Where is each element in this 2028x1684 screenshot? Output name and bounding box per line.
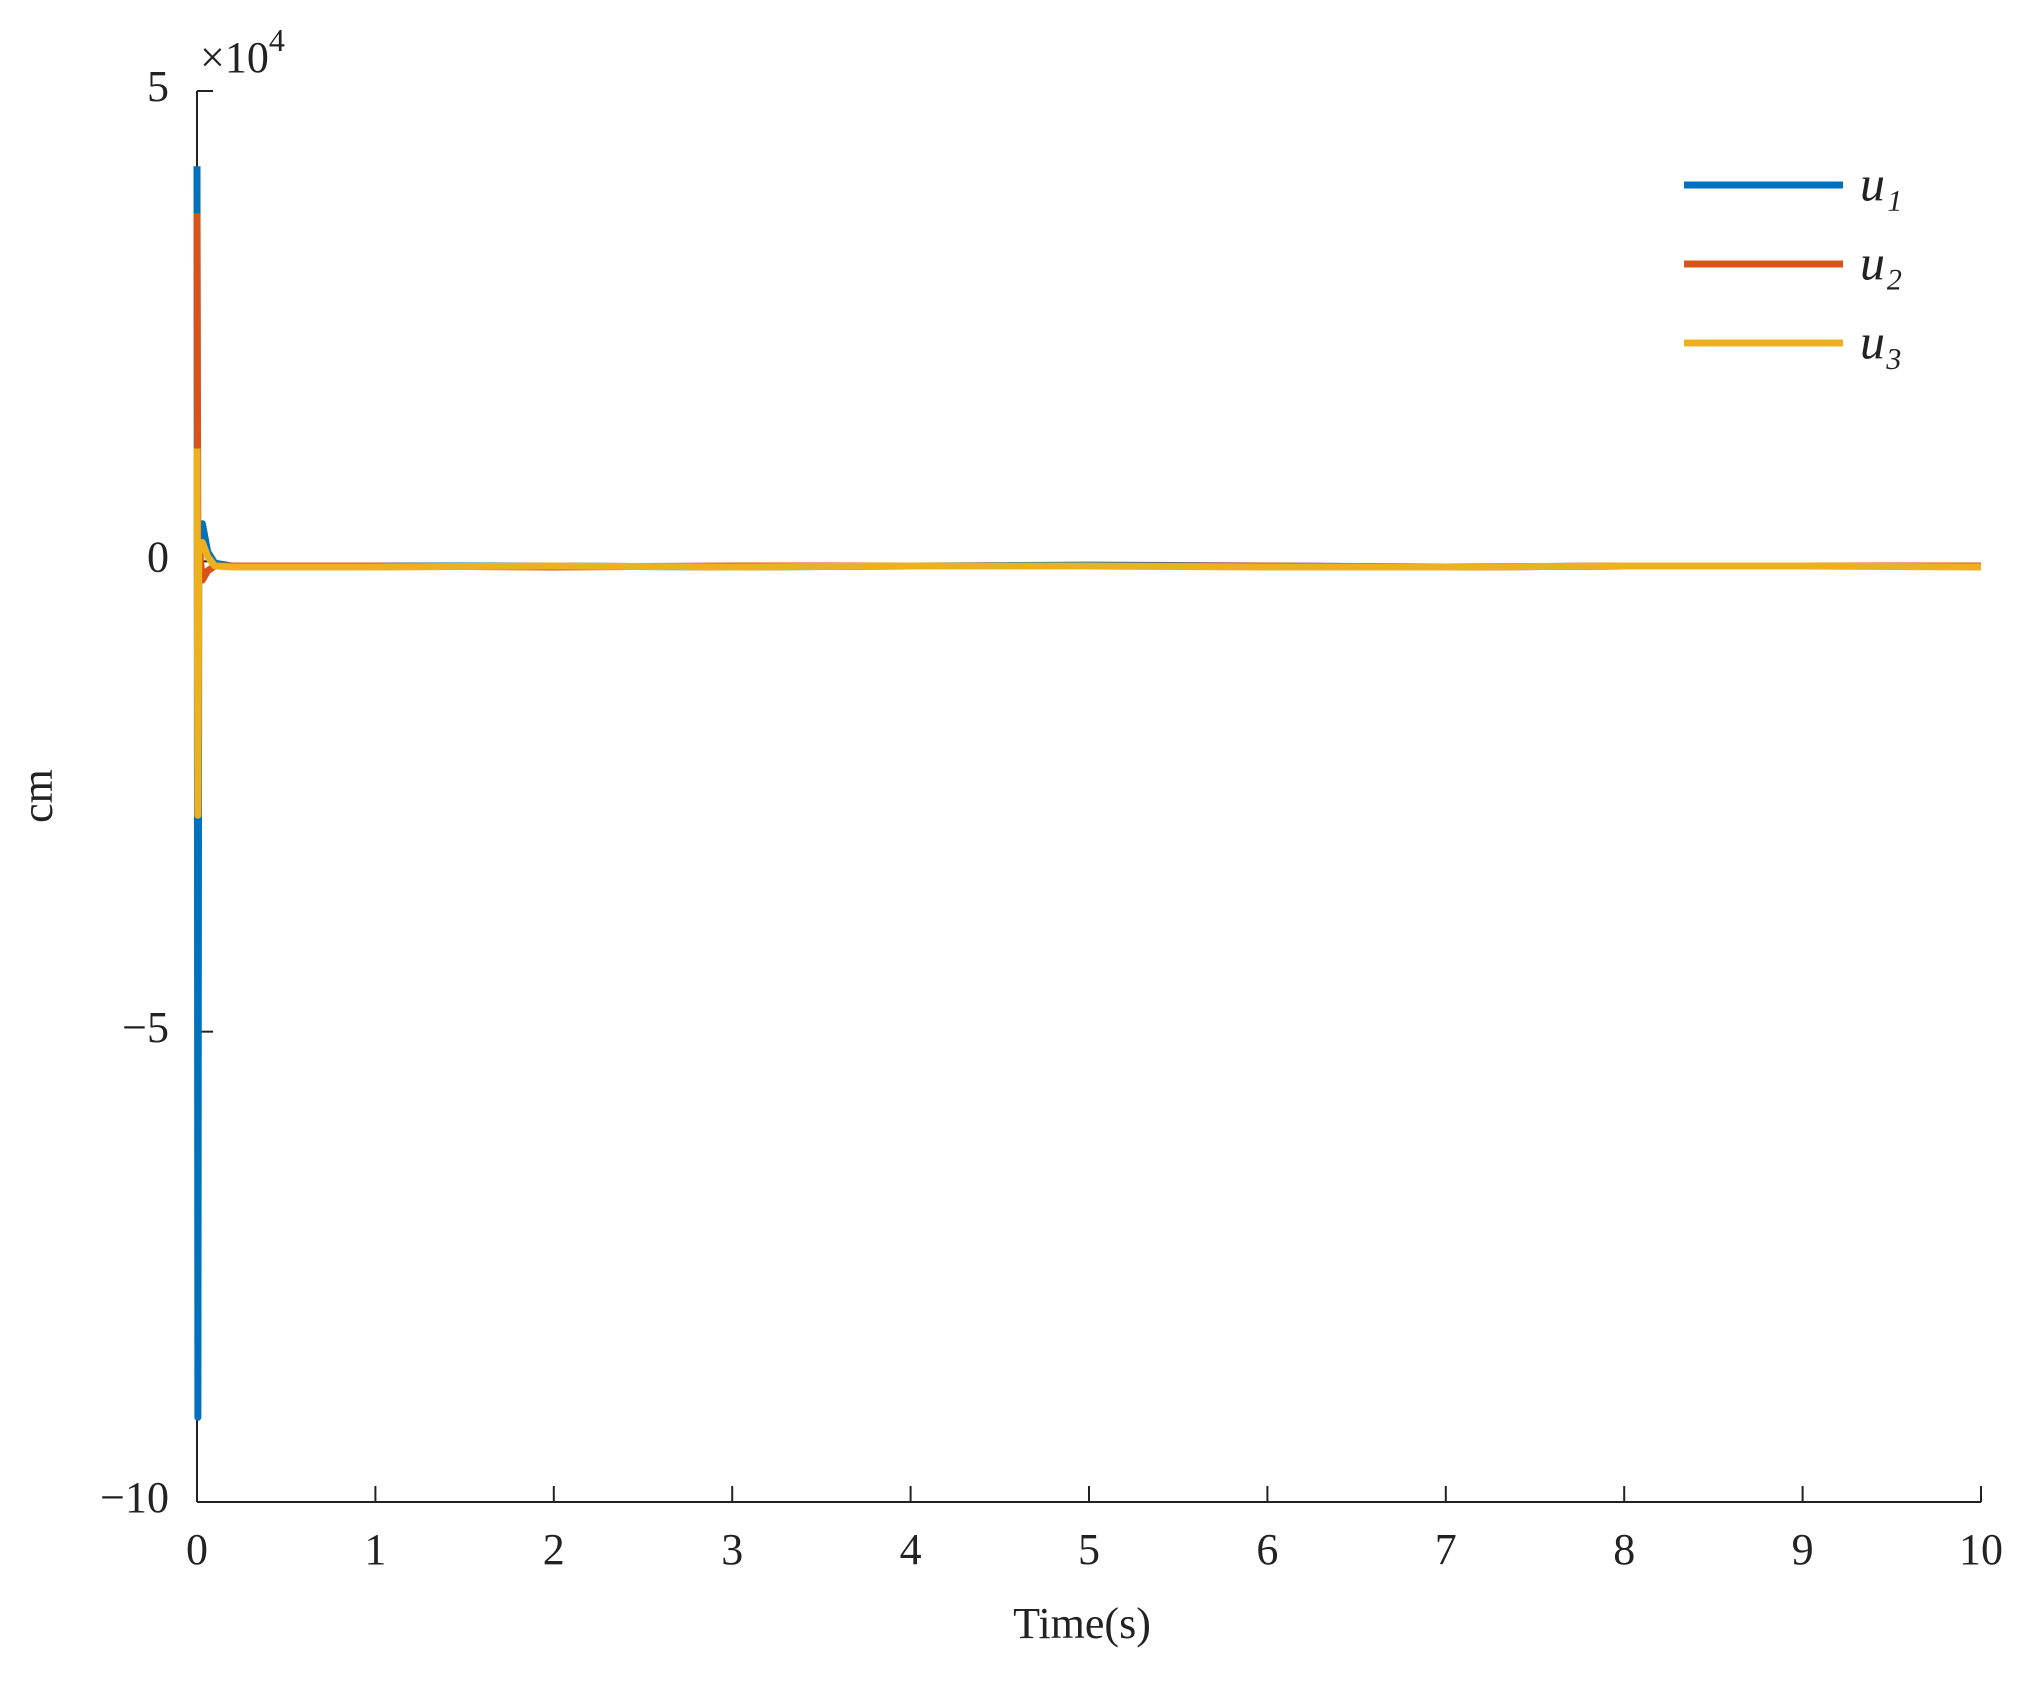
- x-tick-label: 10: [1959, 1525, 2003, 1574]
- y-tick-label: 0: [147, 532, 169, 581]
- x-tick-label: 4: [900, 1525, 922, 1574]
- x-tick-label: 5: [1078, 1525, 1100, 1574]
- x-tick-label: 1: [364, 1525, 386, 1574]
- x-tick-label: 8: [1613, 1525, 1635, 1574]
- series-line: [193, 166, 1981, 1421]
- x-tick-label: 2: [543, 1525, 565, 1574]
- legend-label: u₁: [1860, 155, 1902, 211]
- y-tick-label: −5: [122, 1003, 169, 1052]
- x-tick-label: 6: [1256, 1525, 1278, 1574]
- x-tick-label: 3: [721, 1525, 743, 1574]
- legend-label: u₂: [1860, 234, 1902, 290]
- x-tick-label: 9: [1792, 1525, 1814, 1574]
- series-line: [193, 448, 1982, 819]
- x-tick-label: 7: [1435, 1525, 1457, 1574]
- y-tick-label: 5: [147, 62, 169, 111]
- y-multiplier: ×104: [200, 22, 285, 82]
- y-multiplier-exponent: 4: [269, 22, 285, 58]
- x-tick-label: 0: [186, 1525, 208, 1574]
- y-axis-label: cm: [13, 769, 62, 823]
- legend-label: u₃: [1860, 313, 1902, 369]
- x-axis-label: Time(s): [1013, 1599, 1151, 1648]
- y-multiplier-base: ×10: [200, 33, 269, 82]
- series-line: [193, 213, 1981, 584]
- y-tick-label: −10: [100, 1473, 169, 1522]
